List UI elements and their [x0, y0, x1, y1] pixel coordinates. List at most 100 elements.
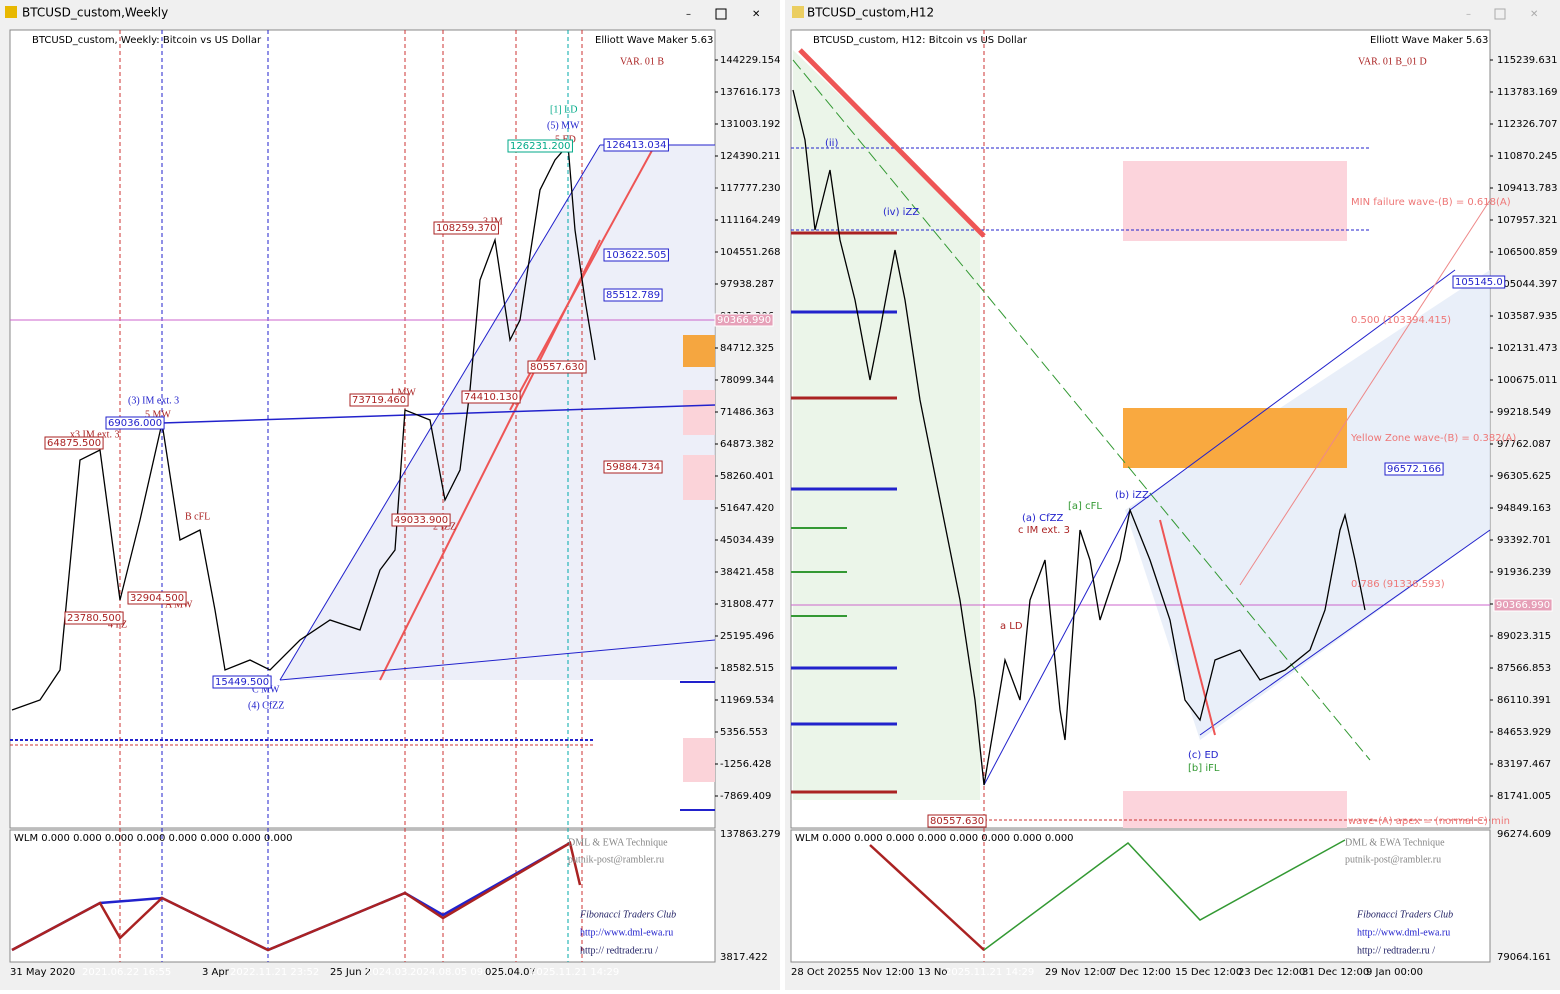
price-label: 45034.439	[720, 535, 774, 546]
price-box-label: 59884.734	[606, 462, 660, 473]
subwindow-label: 79064.161	[1497, 952, 1551, 963]
price-label: 83197.467	[1497, 759, 1551, 770]
date-label: 23 Dec 12:00	[1238, 967, 1305, 978]
price-label: 81741.005	[1497, 791, 1551, 802]
price-box	[927, 814, 987, 828]
price-box	[603, 460, 663, 474]
price-label: 89023.315	[1497, 631, 1551, 642]
price-label: 84653.929	[1497, 727, 1551, 738]
date-label: 29 Nov 12:00	[1045, 967, 1112, 978]
footer-text: DML & EWA Technique	[1345, 837, 1445, 848]
wave-annotation: [b] iFL	[1188, 763, 1220, 774]
price-box-label: 90366.990	[717, 315, 771, 326]
chart-header: BTCUSD_custom, H12: Bitcoin vs US Dollar	[813, 35, 1028, 46]
price-box	[105, 416, 165, 430]
subwindow-label: 137863.279	[720, 829, 780, 840]
price-label: 91936.239	[1497, 567, 1551, 578]
price-box	[527, 360, 587, 374]
footer-text: DML & EWA Technique	[568, 837, 668, 848]
price-label: 110870.245	[1497, 151, 1557, 162]
price-label: 105044.397	[1497, 279, 1557, 290]
guide-lines	[10, 30, 1491, 962]
price-label: 102131.473	[1497, 343, 1557, 354]
price-label: 94849.163	[1497, 503, 1551, 514]
wave-annotation: 2 IZZ	[433, 521, 456, 532]
wave-annotation: [a] cFL	[1068, 501, 1102, 512]
price-label: 96305.625	[1497, 471, 1551, 482]
price-box-label: 80557.630	[530, 362, 584, 373]
wave-annotation: 4 FZ	[108, 619, 127, 630]
price-box	[1452, 275, 1506, 289]
price-label: -1256.428	[720, 759, 771, 770]
price-box	[64, 611, 124, 625]
price-box-label: 73719.460	[352, 395, 406, 406]
price-label: 11969.534	[720, 695, 774, 706]
svg-text:–: –	[686, 9, 691, 20]
price-label: 64873.382	[720, 439, 774, 450]
footer-text: http:// redtrader.ru /	[580, 945, 658, 956]
price-box-label: 126413.034	[606, 140, 666, 151]
price-box-label: 108259.370	[436, 223, 496, 234]
price-label: 71486.363	[720, 407, 774, 418]
date-label: 31 May 2020	[10, 967, 75, 978]
price-label: 38421.458	[720, 567, 774, 578]
price-box	[603, 248, 669, 262]
date-label: 28 Oct 2025	[791, 967, 853, 978]
price-label: 87566.853	[1497, 663, 1551, 674]
subwindow-header: WLM 0.000 0.000 0.000 0.000 0.000 0.000 …	[14, 833, 293, 844]
price-box-label: 80557.630	[930, 816, 984, 827]
price-label: 97938.287	[720, 279, 774, 290]
wave-annotation: wave-(A) apex = (normal C) min	[1348, 816, 1510, 827]
date-label: 5 Nov 12:00	[853, 967, 914, 978]
date-label: 31 Dec 12:00	[1302, 967, 1369, 978]
price-label: 109413.783	[1497, 183, 1557, 194]
date-label: 2022.11.21 23:52	[230, 967, 319, 978]
date-label: 13 No	[918, 967, 948, 978]
price-label: 115239.631	[1497, 55, 1557, 66]
footer-text: http://www.dml-ewa.ru	[1357, 927, 1450, 938]
price-box-label: 32904.500	[130, 593, 184, 604]
wave-annotation: B cFL	[185, 511, 210, 522]
wave-annotation: c IM ext. 3	[1018, 525, 1070, 536]
price-box-label: 74410.130	[464, 392, 518, 403]
price-label: 106500.859	[1497, 247, 1557, 258]
price-label: 124390.211	[720, 151, 780, 162]
footer-text: putnik-post@rambler.ru	[568, 854, 664, 865]
price-label: 112326.707	[1497, 119, 1557, 130]
wave-annotation: 0.786 (91336.593)	[1351, 579, 1445, 590]
wave-annotation: 0.500 (103394.415)	[1351, 315, 1451, 326]
price-box	[461, 390, 521, 404]
price-box-label: 90366.990	[1496, 600, 1550, 611]
price-label: 117777.230	[720, 183, 780, 194]
price-box	[433, 221, 499, 235]
price-label: 84712.325	[720, 343, 774, 354]
date-label: 9 Jan 00:00	[1366, 967, 1423, 978]
wave-annotation: (4) CfZZ	[248, 700, 284, 711]
subwindow-lines	[11, 839, 1346, 952]
indicator-name: Elliott Wave Maker 5.63	[1370, 35, 1488, 46]
price-box	[603, 138, 669, 152]
price-label: 5356.553	[720, 727, 768, 738]
wave-annotation: x3 IM ext. 3	[70, 429, 119, 440]
wave-annotation: 1 MW	[390, 387, 416, 398]
window-title: BTCUSD_custom,Weekly	[22, 6, 168, 20]
price-label: 137616.173	[720, 87, 780, 98]
footer-text: Fibonacci Traders Club	[1356, 909, 1453, 920]
price-label: 144229.154	[720, 55, 780, 66]
window-controls[interactable]: – ✕ – ✕	[686, 8, 1538, 20]
price-label: 131003.192	[720, 119, 780, 130]
wave-annotation: (b) iZZ	[1115, 490, 1149, 501]
footer-text: http://www.dml-ewa.ru	[580, 927, 673, 938]
window-title: BTCUSD_custom,H12	[807, 6, 934, 20]
price-label: 97762.087	[1497, 439, 1551, 450]
subwindow-label: 96274.609	[1497, 829, 1551, 840]
price-box	[507, 139, 573, 153]
wave-annotation: C MW	[252, 684, 280, 695]
price-box-label: 64875.500	[47, 438, 101, 449]
svg-text:–: –	[1466, 9, 1471, 20]
date-label: 2025.11.21 14:29	[530, 967, 619, 978]
price-box-label: 23780.500	[67, 613, 121, 624]
price-box-label: 96572.166	[1387, 464, 1441, 475]
footer-text: Fibonacci Traders Club	[579, 909, 676, 920]
price-label: 111164.249	[720, 215, 780, 226]
